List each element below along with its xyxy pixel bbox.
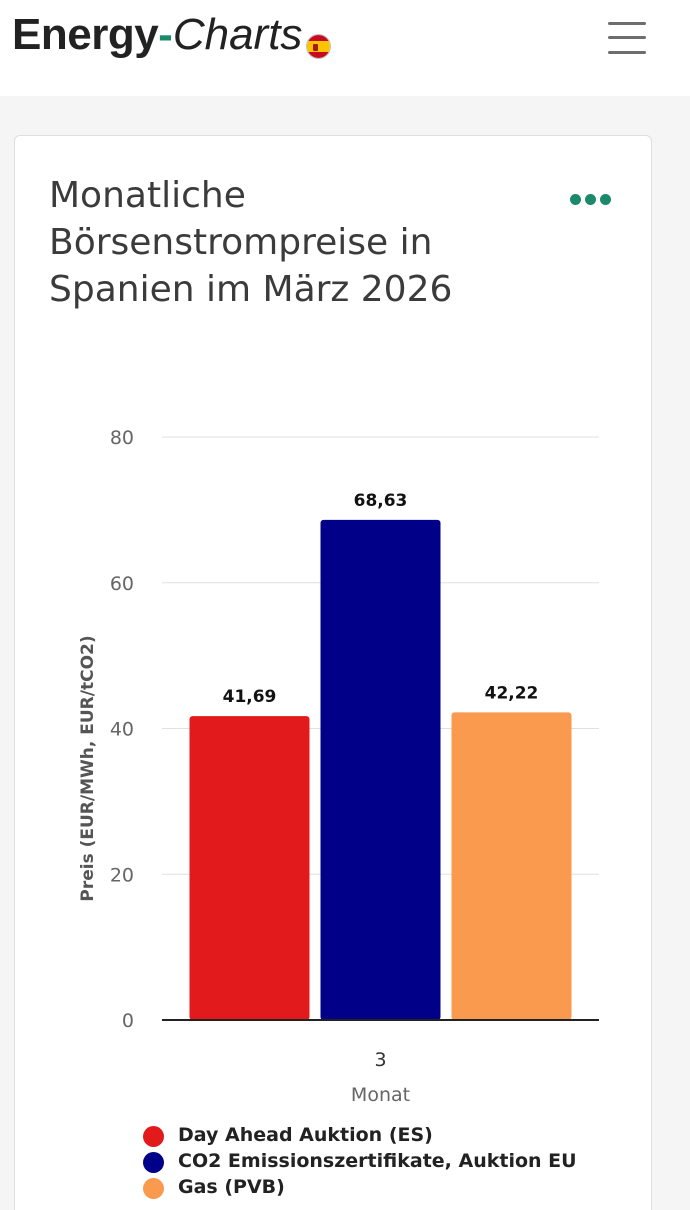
y-axis-title: Preis (EUR/MWh, EUR/tCO2) bbox=[78, 635, 98, 901]
legend-swatch-co2 bbox=[143, 1152, 164, 1173]
site-header: Energy-Charts bbox=[0, 0, 690, 96]
x-axis-title: Monat bbox=[351, 1084, 410, 1106]
y-tick-label: 0 bbox=[122, 1010, 134, 1032]
spain-flag-icon[interactable] bbox=[306, 34, 331, 59]
y-tick-label: 20 bbox=[110, 864, 134, 886]
bar-gas-pvb[interactable] bbox=[451, 712, 572, 1020]
logo-text-charts: Charts bbox=[172, 10, 303, 59]
legend-label-day-ahead: Day Ahead Auktion (ES) bbox=[178, 1124, 433, 1146]
data-label: 41,69 bbox=[223, 687, 277, 707]
legend-label-co2: CO2 Emissionszertifikate, Auktion EU bbox=[178, 1150, 577, 1172]
logo-text-energy: Energy bbox=[12, 10, 159, 59]
y-tick-label: 40 bbox=[110, 719, 134, 741]
x-tick-label: 3 bbox=[374, 1049, 386, 1071]
energy-charts-logo[interactable]: Energy-Charts bbox=[12, 10, 302, 60]
data-label: 42,22 bbox=[485, 683, 539, 703]
bar-chart: 0 20 40 60 80 41,69 68,63 42,22 3 Monat Preis (EUR… bbox=[78, 427, 599, 1106]
hamburger-menu-icon[interactable] bbox=[604, 20, 650, 56]
logo-dash: - bbox=[158, 10, 173, 59]
legend-swatch-gas bbox=[143, 1178, 164, 1199]
data-label: 68,63 bbox=[354, 491, 408, 511]
bar-co2-emissionszertifikate-auktion-eu[interactable] bbox=[320, 519, 441, 1020]
more-options-icon[interactable] bbox=[569, 191, 613, 207]
chart-card: Monatliche Börsenstrompreise in Spanien … bbox=[14, 135, 652, 1210]
bar-day-ahead-auktion-es[interactable] bbox=[189, 716, 310, 1020]
legend-label-gas: Gas (PVB) bbox=[178, 1176, 285, 1198]
chart-title: Monatliche Börsenstrompreise in Spanien … bbox=[49, 175, 453, 310]
y-tick-label: 60 bbox=[110, 573, 134, 595]
y-tick-label: 80 bbox=[110, 427, 134, 449]
legend-swatch-day-ahead bbox=[143, 1126, 164, 1147]
